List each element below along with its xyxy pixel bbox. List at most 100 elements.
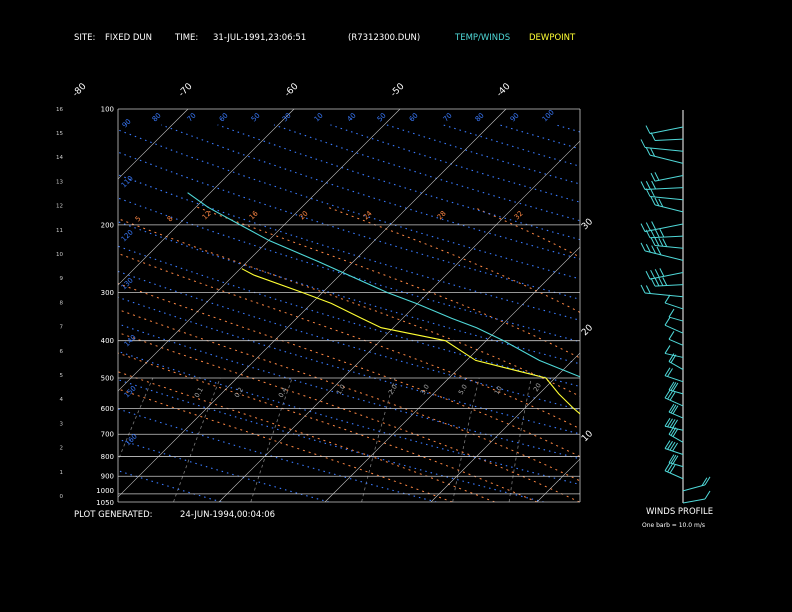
moist-adiabat-label: 24 (362, 209, 374, 221)
height-tick-label: 2 (60, 446, 64, 452)
wind-barb-flag (669, 391, 676, 401)
wind-barb-flag (668, 381, 675, 391)
wind-barb-flag (658, 277, 664, 286)
height-tick-label: 11 (56, 228, 63, 234)
dry-adiabat (781, 125, 792, 502)
dry-adiabat (669, 125, 792, 502)
axis-labels: 1002003004005006007008009001000105001234… (56, 81, 595, 507)
height-tick-label: 5 (60, 373, 64, 379)
wind-barb (649, 272, 684, 280)
wind-barb-flag (664, 316, 671, 326)
dry-adiabat (118, 323, 580, 460)
mixing-ratio-line (118, 377, 154, 462)
wind-barb-flag (645, 125, 651, 134)
wind-barb-flag (654, 269, 660, 278)
height-tick-label: 4 (60, 397, 64, 403)
wind-barb-flag (650, 132, 656, 141)
wind-barb (644, 250, 684, 261)
isobars (117, 108, 581, 503)
wind-barb-flag (645, 285, 651, 294)
moist-adiabat (473, 206, 580, 258)
dry-adiabat (118, 470, 222, 502)
dry-adiabat (330, 124, 580, 203)
wind-barb-flag (645, 244, 651, 253)
mixing-ratio-label: 5.0 (457, 383, 469, 396)
isotherm-line (118, 109, 507, 498)
wind-barb-flag (650, 229, 656, 238)
dry-adiabat (442, 124, 580, 167)
wind-barb-flag (664, 345, 671, 354)
wind-barb-flag (668, 403, 675, 413)
height-tick-label: 12 (56, 204, 63, 210)
winds-profile (640, 110, 711, 504)
wind-barb-flag (645, 146, 651, 156)
mixing-ratio-label: 0.1 (193, 386, 205, 399)
pressure-tick-label: 400 (101, 337, 114, 345)
wind-barb-flag (650, 277, 656, 287)
wind-barb-flag (670, 454, 677, 464)
wind-barb-flag (640, 284, 646, 294)
moist-adiabat-label: 12 (201, 209, 213, 221)
pressure-tick-label: 1050 (96, 499, 114, 507)
temperature-label: -70 (177, 81, 195, 99)
height-tick-label: 9 (60, 276, 64, 282)
wind-barb-flag (672, 419, 678, 429)
isotherm-line (0, 109, 82, 502)
isotherm-line (536, 458, 580, 502)
dry-adiabat-label: 10 (313, 111, 325, 123)
wind-barb-flag (664, 367, 671, 376)
wind-barb-flag (640, 181, 646, 190)
wind-barb (668, 338, 684, 346)
wind-barb-flag (651, 245, 657, 254)
wind-barb (664, 470, 684, 480)
wind-barb-flag (651, 221, 657, 230)
dewpoint-line (241, 268, 580, 415)
pressure-tick-label: 300 (101, 289, 114, 297)
wind-barb-flag (669, 441, 676, 451)
wind-barb-flag (645, 181, 651, 190)
pressure-tick-label: 900 (101, 473, 114, 481)
temperature-label: 30 (580, 217, 595, 232)
moist-adiabat (327, 206, 580, 313)
wind-barb-flag (664, 389, 671, 399)
temperature-label: -50 (389, 81, 407, 99)
dry-adiabat (118, 174, 580, 321)
winds-profile-caption: One barb = 10.0 m/s (642, 522, 705, 529)
dry-adiabat (118, 151, 580, 300)
mixing-ratio-label: 0.4 (277, 386, 289, 399)
wind-barb-flag (659, 228, 665, 238)
height-tick-label: 14 (56, 155, 63, 161)
wind-barb-flag (640, 223, 646, 232)
plot-generated-label: PLOT GENERATED: (74, 510, 153, 520)
height-tick-label: 3 (60, 421, 64, 427)
pressure-tick-label: 500 (101, 374, 114, 382)
height-tick-label: 1 (60, 470, 64, 476)
dry-adiabat-label: 60 (408, 111, 420, 123)
winds-profile-title: WINDS PROFILE (646, 507, 714, 517)
wind-barb (668, 316, 684, 322)
wind-barb-flag (668, 331, 675, 340)
wind-barb-flag (654, 172, 660, 181)
dry-adiabat (118, 129, 580, 280)
isotherm-line (118, 109, 189, 180)
wind-barb-flag (704, 490, 711, 500)
moist-adiabat (118, 388, 453, 502)
wind-barb-flag (672, 405, 679, 415)
temperature-label: 20 (580, 323, 595, 338)
moist-adiabat-label: 5 (134, 215, 143, 224)
dry-adiabat (161, 124, 580, 260)
legend-dewpoint: DEWPOINT (529, 33, 576, 43)
temperature-label: 10 (580, 429, 595, 444)
mixing-ratio-line (452, 377, 480, 502)
wind-barb-flag (654, 229, 660, 238)
mixing-ratio-line (250, 377, 293, 502)
wind-barb (682, 484, 706, 492)
height-tick-label: 6 (60, 349, 64, 355)
wind-barb-flag (701, 477, 708, 486)
wind-barb-flag (640, 242, 646, 252)
wind-barb (664, 302, 684, 310)
pressure-tick-label: 200 (101, 221, 114, 229)
wind-barb-flag (669, 464, 676, 474)
plot-generated-value: 24-JUN-1994,00:04:06 (180, 510, 276, 520)
